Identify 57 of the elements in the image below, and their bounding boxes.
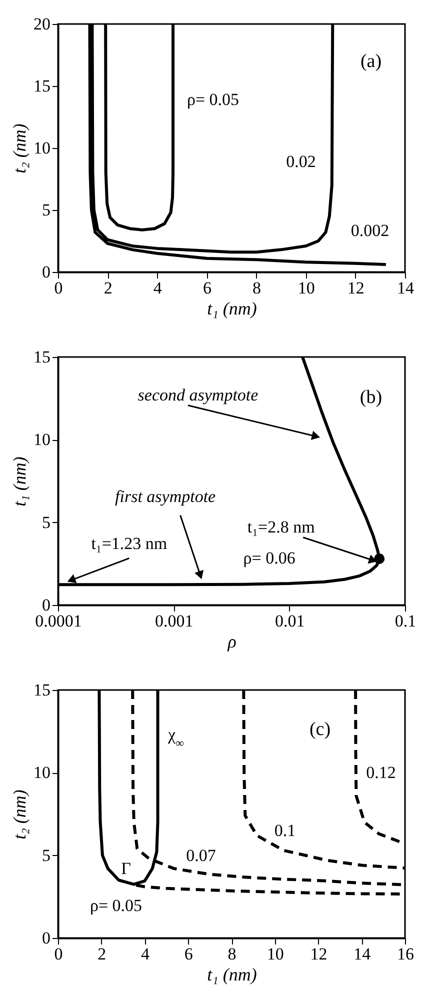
annotation: second asymptote [138, 385, 259, 404]
x-tick-label: 14 [397, 278, 414, 298]
y-tick-label: 5 [42, 200, 50, 220]
y-tick-label: 0 [42, 928, 50, 948]
y-tick-label: 5 [42, 512, 50, 532]
y-axis-title: t₂ (nm) [10, 124, 30, 174]
x-tick-label: 0.001 [155, 612, 194, 630]
x-tick-label: 8 [252, 278, 262, 298]
annotation: (b) [360, 387, 382, 408]
x-axis-title: t₁ (nm) [207, 964, 257, 984]
x-axis-title: ρ [226, 632, 237, 652]
annotation: t₁=1.23 nm [91, 534, 168, 554]
x-tick-label: 0 [54, 944, 63, 964]
y-tick-label: 0 [42, 262, 50, 282]
annotation: 0.12 [366, 763, 396, 782]
x-tick-label: 16 [397, 944, 414, 964]
y-tick-label: 10 [34, 138, 50, 158]
y-tick-label: 10 [34, 763, 50, 782]
x-tick-label: 0 [54, 278, 63, 298]
annotation: 0.02 [286, 152, 316, 171]
annotation: χ$_{∞}$ [166, 725, 185, 750]
annotation: first asymptote [115, 487, 216, 506]
y-axis-title: t₂ (nm) [10, 790, 30, 840]
annotation: (c) [309, 719, 331, 740]
x-tick-label: 10 [298, 278, 315, 298]
x-tick-label: 8 [228, 944, 236, 964]
annotation: ρ= 0.06 [243, 548, 296, 568]
x-tick-label: 6 [202, 278, 212, 298]
x-tick-label: 12 [310, 944, 328, 964]
y-tick-label: 0 [42, 596, 50, 614]
annotation: 0.1 [274, 821, 296, 840]
y-tick-label: 5 [42, 846, 50, 865]
annotation: ρ= 0.05 [186, 90, 240, 109]
x-tick-label: 4 [153, 278, 162, 298]
y-tick-label: 15 [34, 76, 50, 96]
x-tick-label: 0.01 [274, 612, 305, 630]
x-tick-label: 0.1 [394, 612, 416, 630]
x-tick-label: 2 [98, 944, 106, 964]
x-tick-label: 10 [266, 944, 284, 964]
annotation: 0.07 [186, 846, 216, 865]
annotation: Γ [121, 859, 132, 878]
x-tick-label: 12 [347, 278, 364, 298]
y-tick-label: 10 [34, 430, 50, 450]
y-tick-label: 15 [34, 680, 50, 700]
annotation: (a) [360, 51, 382, 72]
x-axis-title: t₁ (nm) [207, 298, 257, 318]
x-tick-label: 2 [104, 278, 112, 298]
x-tick-label: 6 [184, 944, 193, 964]
x-tick-label: 4 [141, 944, 150, 964]
y-tick-label: 20 [34, 14, 50, 34]
annotation: ρ= 0.05 [90, 896, 142, 915]
annotation: t₁=2.8 nm [247, 517, 315, 536]
y-tick-label: 15 [34, 348, 50, 366]
x-tick-label: 0.0001 [35, 612, 82, 630]
x-tick-label: 14 [354, 944, 372, 964]
y-axis-title: t₁ (nm) [10, 456, 30, 506]
annotation: 0.002 [350, 221, 390, 240]
